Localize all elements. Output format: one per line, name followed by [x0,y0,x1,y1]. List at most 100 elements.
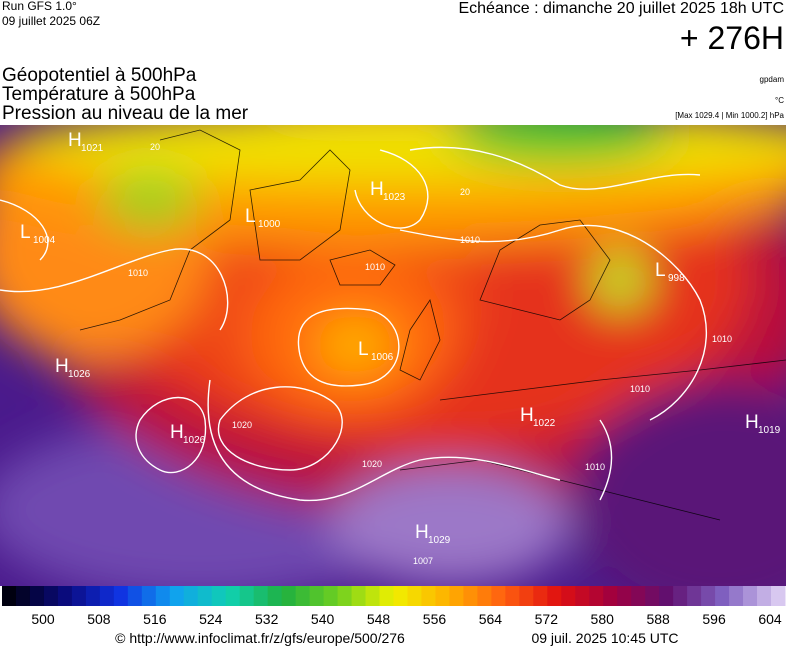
colorbar-swatch [575,586,590,606]
system-value: 1029 [428,535,451,546]
colorbar-swatch [71,586,87,606]
colorbar-swatch [183,586,199,606]
colorbar-swatch [533,586,548,606]
colorbar-tick-label: 596 [702,611,726,627]
system-value: 1006 [371,352,394,363]
contour-label: 1010 [128,268,148,278]
system-letter: H [55,356,69,377]
timestamp: 09 juil. 2025 10:45 UTC [531,630,678,646]
system-value: 1004 [33,235,56,246]
colorbar-swatch [491,586,506,606]
colorbar-swatch [379,586,394,606]
colorbar-swatch [561,586,576,606]
system-value: 998 [668,273,685,284]
colorbar-swatch [673,586,688,606]
colorbar-swatch [729,586,744,606]
system-letter: L [358,339,369,360]
system-value: 1022 [533,418,556,429]
colorbar-swatch [421,586,436,606]
colorbar-swatch [113,586,129,606]
colorbar-swatch [169,586,185,606]
colorbar-tick-label: 548 [367,611,391,627]
colorbar-swatch [309,586,325,606]
system-value: 1021 [81,143,104,154]
contour-label: 1020 [362,459,382,469]
unit-label: [Max 1029.4 | Min 1000.2] hPa [675,111,784,120]
forecast-time: Echéance : dimanche 20 juillet 2025 18h … [458,0,784,17]
system-value: 1023 [383,192,406,203]
colorbar-swatch [85,586,101,606]
colorbar-tick-label: 516 [143,611,167,627]
colorbar-swatch [351,586,367,606]
colorbar-swatch [589,586,604,606]
colorbar-swatch [687,586,702,606]
colorbar-swatch [463,586,478,606]
colorbar-swatch [547,586,562,606]
colorbar-swatch [337,586,353,606]
system-letter: H [415,522,429,543]
colorbar-swatch [239,586,255,606]
colorbar-swatch [519,586,534,606]
colorbar-swatch [449,586,464,606]
contour-label: 1010 [585,462,605,472]
colorbar-tick-label: 572 [535,611,559,627]
colorbar-swatch [295,586,311,606]
contour-label: 1010 [712,334,732,344]
colorbar-tick-label: 524 [199,611,223,627]
colorbar-swatch [757,586,772,606]
lead-time: + 276H [680,20,784,56]
system-letter: L [655,260,666,281]
colorbar-swatch [281,586,297,606]
colorbar-swatch [225,586,241,606]
unit-label: gpdam [760,75,785,84]
colorbar-swatch [2,586,17,606]
colorbar-swatch [617,586,632,606]
colorbar-tick-label: 532 [255,611,279,627]
system-value: 1026 [68,369,91,380]
colorbar-swatch [407,586,422,606]
colorbar-swatch [701,586,716,606]
system-letter: H [170,422,184,443]
coastlines [79,129,786,521]
colorbar-swatch [57,586,73,606]
colorbar-swatch [505,586,520,606]
colorbar-swatch [141,586,157,606]
system-letter: L [20,222,31,243]
colorbar-swatch [645,586,660,606]
contour-label: 1010 [630,384,650,394]
colorbar-swatch [323,586,339,606]
colorbar-tick-label: 508 [87,611,111,627]
contour-label: 1010 [365,262,385,272]
colorbar-swatch [253,586,269,606]
colorbar-swatch [15,586,31,606]
run-date: 09 juillet 2025 06Z [2,14,100,28]
unit-label: °C [775,96,784,105]
system-letter: H [68,130,82,151]
colorbar-swatch [197,586,213,606]
system-letter: H [520,405,534,426]
colorbar-swatch [743,586,758,606]
colorbar-swatch [659,586,674,606]
system-value: 1026 [183,435,206,446]
colorbar-swatch [99,586,115,606]
contour-labels: 1010 1010 1020 1020 1010 1010 1010 1007 20 20 1010 [128,142,732,566]
colorbar-swatch [43,586,59,606]
field-title: Pression au niveau de la mer [2,103,249,124]
colorbar-swatch [29,586,45,606]
colorbar-swatch [127,586,143,606]
run-label: Run GFS 1.0° [2,0,77,13]
colorbar-swatch [435,586,450,606]
colorbar-tick-label: 564 [479,611,503,627]
colorbar-swatch [603,586,618,606]
colorbar-tick-label: 604 [758,611,782,627]
isobars [0,146,708,502]
colorbar-swatch [211,586,227,606]
colorbar-swatch [631,586,646,606]
contour-label: 20 [150,142,160,152]
contour-label: 1007 [413,556,433,566]
colorbar-swatch [365,586,381,606]
colorbar-swatch [771,586,786,606]
